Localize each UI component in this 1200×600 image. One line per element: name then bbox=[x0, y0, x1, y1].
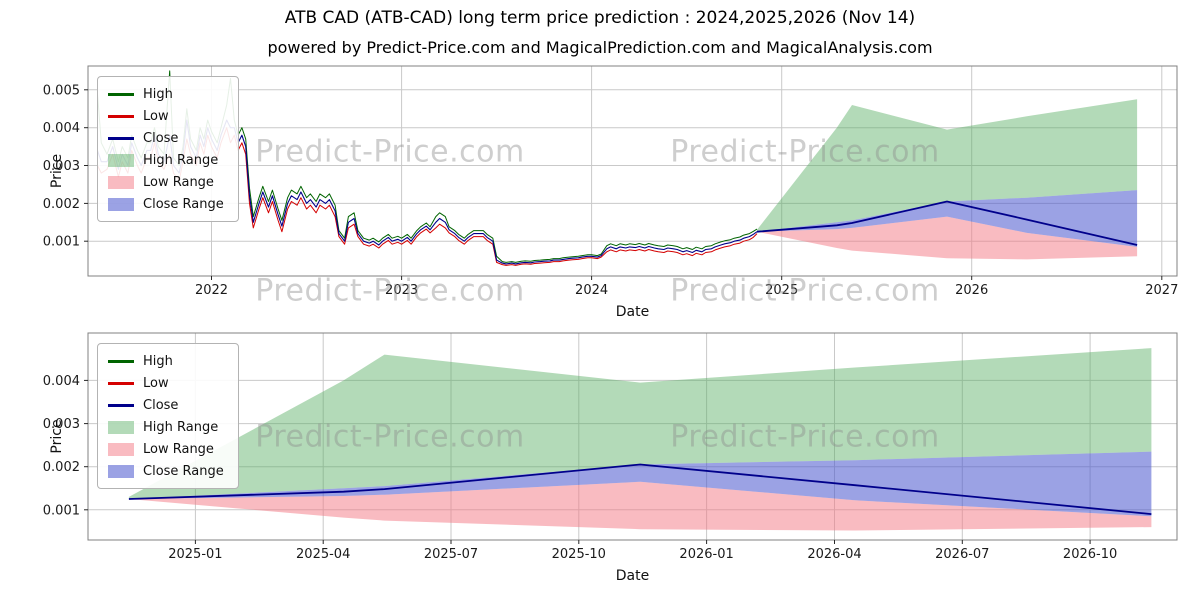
legend-patch-swatch bbox=[108, 464, 134, 478]
x-axis-label: Date bbox=[616, 568, 649, 584]
legend-label: Low bbox=[143, 375, 169, 391]
y-tick-label: 0.003 bbox=[43, 417, 80, 432]
legend-item-close: Close bbox=[108, 129, 224, 147]
low-range-area bbox=[128, 481, 1152, 531]
legend-label: Close Range bbox=[143, 463, 224, 479]
x-tick-label: 2027 bbox=[1145, 283, 1178, 298]
x-tick-label: 2025-07 bbox=[424, 547, 478, 562]
y-tick-label: 0.002 bbox=[43, 460, 80, 475]
legend-item-low-range: Low Range bbox=[108, 440, 224, 458]
legend-item-close-range: Close Range bbox=[108, 195, 224, 213]
legend-item-low: Low bbox=[108, 374, 224, 392]
plot-frame bbox=[87, 332, 1178, 541]
x-tick-label: 2025-01 bbox=[168, 547, 222, 562]
close-range-area bbox=[757, 190, 1138, 247]
y-tick-label: 0.004 bbox=[43, 374, 80, 389]
x-tick-label: 2026-01 bbox=[679, 547, 733, 562]
high-range-area bbox=[757, 99, 1138, 232]
y-tick-label: 0.004 bbox=[43, 121, 80, 136]
y-tick-label: 0.002 bbox=[43, 197, 80, 212]
legend-item-high: High bbox=[108, 352, 224, 370]
legend-label: Low Range bbox=[143, 441, 214, 457]
low-range-area bbox=[757, 216, 1138, 260]
chart-title: ATB CAD (ATB-CAD) long term price predic… bbox=[284, 8, 916, 28]
legend-bottom-chart: High Low Close High Range Low Range Close Ran… bbox=[97, 343, 239, 489]
x-tick-label: 2023 bbox=[385, 283, 418, 298]
legend-label: High Range bbox=[143, 152, 219, 168]
legend-line-swatch bbox=[108, 92, 134, 96]
y-tick-label: 0.001 bbox=[43, 503, 80, 518]
range-bands bbox=[128, 348, 1152, 531]
chart-subtitle: powered by Predict-Price.com and Magical… bbox=[267, 38, 933, 57]
legend-patch-swatch bbox=[108, 175, 134, 189]
x-tick-label: 2025 bbox=[765, 283, 798, 298]
legend-line-swatch bbox=[108, 359, 134, 363]
legend-label: High bbox=[143, 86, 173, 102]
close-forecast-line bbox=[756, 200, 1138, 246]
legend-patch-swatch bbox=[108, 420, 134, 434]
legend-label: Close bbox=[143, 130, 179, 146]
y-tick-label: 0.003 bbox=[43, 159, 80, 174]
legend-label: Low Range bbox=[143, 174, 214, 190]
axes: 2025-01 2025-04 2025-07 2025-10 2026-01 2026-… bbox=[43, 374, 1117, 584]
legend-item-close: Close bbox=[108, 396, 224, 414]
close-range-area bbox=[128, 451, 1152, 517]
y-axis-label: Price bbox=[49, 419, 65, 453]
x-axis-label: Date bbox=[616, 304, 649, 320]
plot-frame bbox=[87, 65, 1178, 277]
y-axis-label: Price bbox=[49, 154, 65, 188]
x-tick-label: 2026-10 bbox=[1063, 547, 1117, 562]
x-tick-label: 2025-10 bbox=[552, 547, 606, 562]
legend-line-swatch bbox=[108, 114, 134, 118]
legend-label: High bbox=[143, 353, 173, 369]
x-tick-label: 2026 bbox=[955, 283, 988, 298]
legend-patch-swatch bbox=[108, 442, 134, 456]
legend-line-swatch bbox=[108, 136, 134, 140]
legend-line-swatch bbox=[108, 381, 134, 385]
x-tick-label: 2026-07 bbox=[935, 547, 989, 562]
legend-item-low-range: Low Range bbox=[108, 173, 224, 191]
forecast-chart: 2025-01 2025-04 2025-07 2025-10 2026-01 2026-… bbox=[43, 332, 1178, 584]
axes: 2022 2023 2024 2025 2026 2027 0.001 0.002 0.003 0… bbox=[43, 83, 1179, 320]
price-lines bbox=[128, 463, 1152, 515]
x-tick-label: 2026-04 bbox=[807, 547, 861, 562]
legend-top-chart: High Low Close High Range Low Range Close Ran… bbox=[97, 76, 239, 222]
x-tick-label: 2022 bbox=[195, 283, 228, 298]
close-forecast-line bbox=[128, 463, 1152, 515]
legend-item-high: High bbox=[108, 85, 224, 103]
legend-label: Low bbox=[143, 108, 169, 124]
legend-patch-swatch bbox=[108, 197, 134, 211]
legend-label: Close bbox=[143, 397, 179, 413]
legend-label: High Range bbox=[143, 419, 219, 435]
legend-patch-swatch bbox=[108, 153, 134, 167]
x-tick-label: 2025-04 bbox=[296, 547, 350, 562]
legend-item-high-range: High Range bbox=[108, 418, 224, 436]
legend-item-low: Low bbox=[108, 107, 224, 125]
legend-item-close-range: Close Range bbox=[108, 462, 224, 480]
range-bands bbox=[757, 99, 1138, 260]
legend-item-high-range: High Range bbox=[108, 151, 224, 169]
y-tick-label: 0.005 bbox=[43, 83, 80, 98]
high-range-area bbox=[128, 348, 1152, 499]
legend-label: Close Range bbox=[143, 196, 224, 212]
legend-line-swatch bbox=[108, 403, 134, 407]
y-tick-label: 0.001 bbox=[43, 235, 80, 250]
x-tick-label: 2024 bbox=[575, 283, 608, 298]
